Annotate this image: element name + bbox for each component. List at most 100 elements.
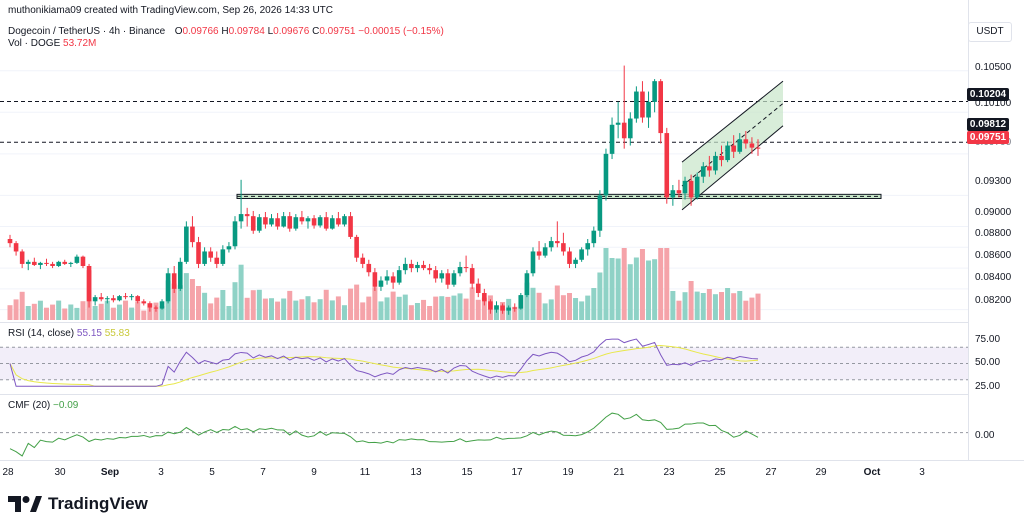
- candle-body: [567, 251, 572, 264]
- change-value: −0.00015 (−0.15%): [358, 26, 444, 37]
- candle-body: [555, 241, 560, 244]
- volume-bar: [408, 305, 414, 320]
- volume-bar: [335, 296, 341, 320]
- volume-bar: [682, 292, 688, 320]
- volume-bar: [189, 279, 195, 320]
- volume-bar: [43, 307, 49, 320]
- candle-body: [360, 257, 366, 264]
- candle-body: [372, 272, 378, 287]
- volume-bar: [512, 306, 518, 320]
- time-tick: 7: [260, 467, 266, 478]
- candle-body: [664, 133, 670, 198]
- volume-bar: [329, 300, 335, 320]
- candle-body: [700, 166, 706, 177]
- candle-body: [171, 273, 177, 289]
- candle-body: [238, 214, 244, 222]
- time-tick: 11: [359, 467, 371, 478]
- candle-body: [396, 270, 402, 283]
- volume-bar: [579, 301, 585, 320]
- candle-body: [682, 180, 688, 194]
- volume-bar: [183, 273, 189, 320]
- pane-separator-cmf[interactable]: [0, 394, 968, 395]
- candle-body: [415, 264, 420, 269]
- time-tick: 23: [663, 467, 675, 478]
- volume-bar: [633, 257, 639, 320]
- candle-body: [524, 273, 530, 296]
- time-tick: 5: [209, 467, 215, 478]
- candle-body: [463, 267, 469, 269]
- time-tick: 15: [461, 467, 473, 478]
- volume-label: Vol · DOGE: [8, 38, 61, 49]
- price-tick: 0.10500: [975, 62, 1012, 73]
- candle-body: [92, 297, 98, 302]
- currency-button[interactable]: USDT: [968, 22, 1012, 42]
- candle-body: [427, 268, 432, 271]
- time-tick: 30: [54, 467, 66, 478]
- candle-body: [591, 230, 597, 244]
- volume-bar: [275, 301, 281, 320]
- candle-body: [287, 216, 293, 229]
- tradingview-logo[interactable]: TradingView: [8, 494, 148, 514]
- pane-separator-rsi[interactable]: [0, 322, 968, 323]
- cmf-label: CMF (20): [8, 400, 51, 411]
- candle-body: [457, 267, 463, 274]
- candle-body: [44, 262, 49, 264]
- symbol-name[interactable]: Dogecoin / TetherUS · 4h · Binance: [8, 26, 166, 37]
- volume-bar: [725, 288, 731, 320]
- volume-bar: [749, 297, 755, 320]
- volume-bar: [317, 299, 323, 320]
- volume-bar: [755, 293, 761, 320]
- price-tag-high: 0.10204: [967, 88, 1009, 101]
- time-tick: 27: [765, 467, 777, 478]
- rsi-legend[interactable]: RSI (14, close) 55.15 55.83: [8, 328, 130, 339]
- candle-body: [354, 236, 359, 258]
- candle-body: [707, 166, 712, 171]
- candle-body: [433, 270, 438, 279]
- candle-body: [62, 261, 68, 264]
- volume-bar: [597, 272, 603, 320]
- candles: [7, 65, 761, 315]
- candle-body: [512, 307, 518, 309]
- volume-bar: [658, 248, 664, 320]
- candle-body: [402, 263, 408, 271]
- candle-body: [409, 263, 414, 269]
- candle-body: [135, 296, 141, 302]
- volume-bar: [639, 249, 645, 320]
- candle-body: [244, 214, 250, 217]
- volume-bar: [706, 289, 712, 320]
- volume-bar: [548, 299, 554, 320]
- volume-bar: [585, 295, 591, 320]
- volume-bar: [202, 292, 208, 320]
- candle-body: [719, 155, 724, 161]
- candle-body: [184, 226, 189, 262]
- drawings[interactable]: [0, 80, 968, 211]
- price-chart[interactable]: [0, 0, 968, 470]
- time-tick: 9: [311, 467, 317, 478]
- candle-body: [506, 307, 511, 311]
- rsi-value: 55.15: [76, 328, 102, 339]
- candle-body: [214, 257, 220, 264]
- candle-body: [190, 226, 195, 243]
- volume-bar: [62, 308, 68, 320]
- candle-body: [263, 217, 268, 225]
- candle-body: [421, 264, 426, 269]
- candle-body: [299, 217, 305, 222]
- candle-body: [530, 251, 536, 274]
- candle-body: [257, 217, 262, 231]
- candle-body: [390, 276, 396, 283]
- candle-body: [269, 218, 274, 225]
- candle-body: [202, 251, 207, 264]
- volume-bar: [366, 296, 372, 320]
- candle-body: [494, 305, 499, 310]
- rsi-ma-value: 55.83: [104, 328, 130, 339]
- volume-bar: [159, 306, 165, 320]
- volume-bar: [566, 293, 572, 320]
- cmf-legend[interactable]: CMF (20) −0.09: [8, 400, 78, 411]
- volume-bar: [627, 264, 633, 320]
- candle-body: [749, 143, 755, 148]
- candle-body: [123, 296, 128, 298]
- volume-bar: [262, 298, 268, 320]
- volume-bar: [135, 301, 141, 320]
- volume-bar: [354, 284, 360, 320]
- volume-bar: [299, 299, 305, 320]
